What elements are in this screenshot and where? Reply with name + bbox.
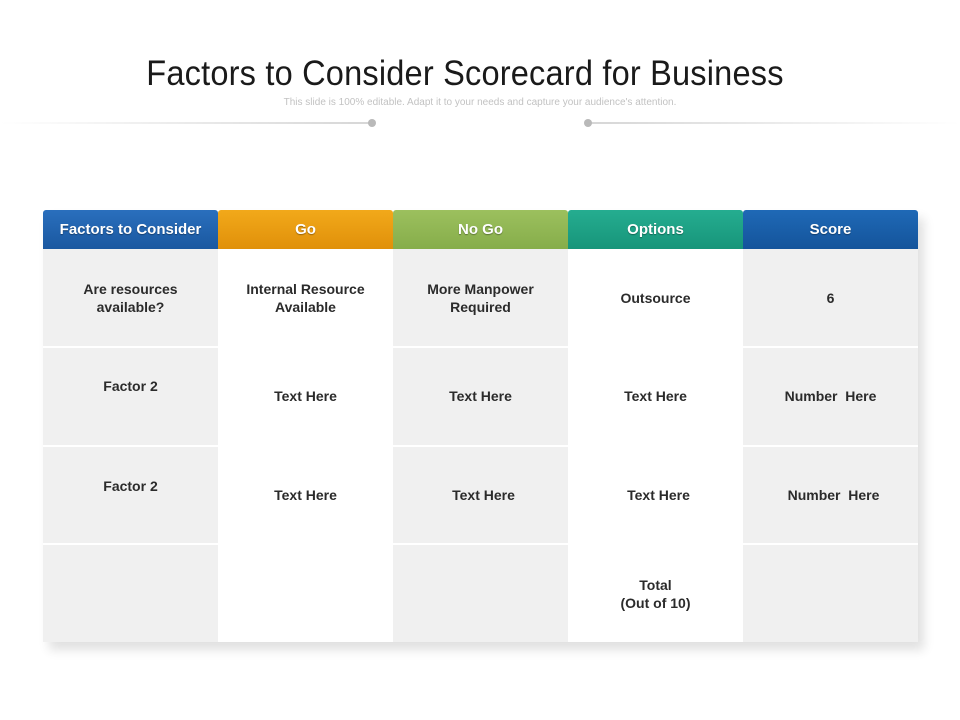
header-go: Go [218,210,393,249]
cell-options-row1: Outsource [620,290,691,306]
row-divider [43,543,218,545]
cell-nogo-row2: Text Here [449,388,512,404]
row-divider [743,543,918,545]
column-no-go: No Go More Manpower Required Text Here T… [393,210,568,642]
cell-go-row2: Text Here [274,388,337,404]
column-options: Options Outsource Text Here Text Here To… [568,210,743,642]
title-divider-right [588,122,960,124]
cell-options-row2: Text Here [624,388,687,404]
cell-score-row2: Number Here [784,388,877,404]
row-divider [393,543,568,545]
header-score: Score [743,210,918,249]
header-no-go: No Go [393,210,568,249]
cell-factor-row2: Factor 2 [103,378,158,394]
cell-options-row3: Text Here [627,487,690,503]
row-divider [43,445,218,447]
header-options: Options [568,210,743,249]
cell-score-row1: 6 [826,290,835,306]
cell-nogo-row1: More Manpower Required [427,281,534,315]
slide-subtitle: This slide is 100% editable. Adapt it to… [283,97,677,108]
slide-title: Factors to Consider Scorecard for Busine… [146,54,784,93]
cell-score-row3: Number Here [787,487,880,503]
cell-go-row3: Text Here [274,487,337,503]
cell-total-label: Total (Out of 10) [620,576,691,611]
cell-nogo-row3: Text Here [452,487,515,503]
column-body-no-go: More Manpower Required Text Here Text He… [393,249,568,642]
column-score: Score 6 Number Here Number Here [743,210,918,642]
column-body-factors: Are resources available? Factor 2 Factor… [43,249,218,642]
divider-dot-right [584,119,592,127]
column-body-options: Outsource Text Here Text Here Total (Out… [568,249,743,642]
cell-score-total [743,545,918,642]
cell-factor-row3: Factor 2 [103,478,158,494]
cell-go-row1: Internal Resource Available [246,281,365,315]
row-divider [393,445,568,447]
row-divider [393,346,568,348]
divider-dot-left [368,119,376,127]
scorecard-table: Factors to Consider Are resources availa… [43,210,918,642]
row-divider [743,445,918,447]
column-body-go: Internal Resource Available Text Here Te… [218,249,393,642]
column-body-score: 6 Number Here Number Here [743,249,918,642]
header-factors-to-consider: Factors to Consider [43,210,218,249]
cell-factor-row1: Are resources available? [83,281,178,315]
cell-factor-row4 [43,545,218,642]
cell-nogo-row4 [393,545,568,642]
title-divider-left [0,122,372,124]
row-divider [43,346,218,348]
cell-go-row4 [218,545,393,642]
row-divider [743,346,918,348]
column-factors: Factors to Consider Are resources availa… [43,210,218,642]
column-go: Go Internal Resource Available Text Here… [218,210,393,642]
